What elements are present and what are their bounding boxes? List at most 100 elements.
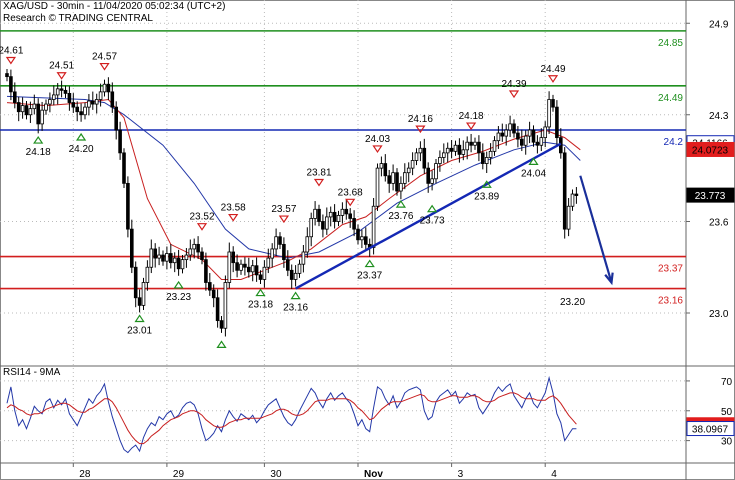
candle-body — [126, 182, 130, 230]
candle-body — [24, 105, 29, 116]
rsi-tag-38.0967-label: 38.0967 — [692, 425, 729, 436]
candle-body — [44, 103, 48, 111]
candle-body — [71, 102, 76, 108]
candle-body — [504, 129, 508, 137]
candle-body — [410, 160, 415, 169]
candle-body — [91, 100, 95, 105]
candle-body — [375, 167, 380, 207]
swing-low-marker — [364, 259, 375, 268]
candle-body — [211, 289, 216, 299]
swing-high-label: 23.68 — [338, 187, 363, 198]
candle-body — [200, 251, 204, 261]
candle-body — [317, 208, 321, 222]
candle-body — [453, 144, 458, 152]
swing-high-label: 24.57 — [92, 52, 117, 63]
rsi-panel-title: RSI14 - 9MA — [3, 367, 61, 378]
price-tick-label: 23.0 — [709, 309, 729, 320]
candle-body — [161, 254, 165, 262]
candle-body — [422, 147, 427, 169]
swing-low-label: 23.16 — [283, 303, 308, 314]
candle-body — [16, 102, 21, 113]
swing-high-marker — [345, 198, 356, 207]
swing-low-label: 23.23 — [166, 292, 191, 303]
candle-body — [406, 167, 411, 174]
candle-body — [438, 157, 442, 164]
swing-low-label: 24.18 — [26, 147, 51, 158]
candle-body — [313, 208, 317, 219]
candle-body — [243, 263, 247, 268]
price-tick-label: 23.6 — [709, 218, 729, 229]
swing-high-marker — [547, 75, 559, 83]
candle-body — [555, 106, 559, 139]
candle-body — [441, 152, 446, 158]
candle-body — [223, 282, 228, 329]
candle-body — [246, 266, 251, 273]
candle-body — [449, 147, 454, 152]
candle-body — [336, 214, 341, 222]
rsi-tick-label: 70 — [721, 377, 733, 388]
candle-body — [520, 138, 524, 146]
forecast-arrow-shaft — [579, 175, 613, 283]
x-tick-label: Nov — [364, 469, 383, 480]
candle-body — [176, 257, 181, 270]
candle-body — [430, 178, 434, 184]
chart-title: XAG/USD - 30min - 11/04/2020 05:02:34 (U… — [3, 1, 226, 12]
candle-body — [184, 254, 189, 261]
candle-body — [480, 152, 485, 164]
swing-high-marker — [278, 215, 290, 224]
candle-body — [75, 106, 80, 113]
x-tick-label: 28 — [79, 469, 91, 480]
candle-body — [395, 172, 399, 192]
level-label-24.49: 24.49 — [658, 93, 683, 104]
swing-low-marker — [216, 340, 227, 348]
candle-body — [461, 149, 466, 155]
candle-body — [145, 266, 150, 283]
swing-high-marker — [99, 62, 110, 71]
candle-body — [254, 265, 259, 276]
swing-high-label: 24.51 — [49, 61, 74, 72]
candle-body — [28, 108, 33, 116]
candle-body — [5, 73, 9, 78]
price-tick-label: 24.9 — [709, 19, 729, 30]
candle-body — [274, 236, 278, 250]
swing-low-label: 24.20 — [69, 144, 94, 155]
level-label-23.37: 23.37 — [658, 264, 683, 275]
swing-low-marker — [290, 291, 301, 300]
candle-body — [332, 211, 337, 222]
candle-body — [157, 254, 161, 259]
candle-body — [348, 213, 352, 219]
swing-low-marker — [255, 288, 266, 297]
candle-body — [293, 272, 298, 280]
candle-body — [270, 248, 274, 259]
candle-body — [204, 259, 208, 283]
support-trendline — [295, 142, 562, 290]
swing-low-marker — [173, 280, 184, 289]
candle-body — [239, 263, 243, 271]
swing-high-label: 23.58 — [221, 203, 246, 214]
candle-body — [83, 106, 87, 116]
rsi-tick-label: 50 — [721, 407, 733, 418]
swing-high-marker — [415, 125, 426, 134]
swing-high-label: 23.57 — [271, 204, 296, 215]
candle-body — [496, 132, 501, 142]
candle-body — [168, 253, 173, 264]
rsi-tick-label: 30 — [721, 437, 733, 448]
candle-body — [48, 99, 52, 105]
candle-body — [383, 163, 388, 177]
candle-body — [547, 99, 551, 128]
candle-body — [235, 262, 239, 271]
swing-low-label: 24.04 — [521, 168, 546, 179]
candle-body — [531, 129, 536, 143]
candle-body — [523, 135, 528, 146]
forecast-arrow-head — [604, 272, 614, 286]
candle-body — [227, 251, 232, 283]
candle-body — [402, 172, 407, 184]
candle-body — [110, 91, 115, 108]
candle-body — [445, 147, 450, 154]
swing-low-marker — [75, 132, 87, 141]
x-tick-label: 29 — [173, 469, 185, 480]
price-tag-23.773-label: 23.773 — [695, 191, 726, 202]
level-label-24.2: 24.2 — [664, 137, 684, 148]
candle-body — [321, 221, 325, 230]
swing-low-marker — [33, 135, 44, 144]
